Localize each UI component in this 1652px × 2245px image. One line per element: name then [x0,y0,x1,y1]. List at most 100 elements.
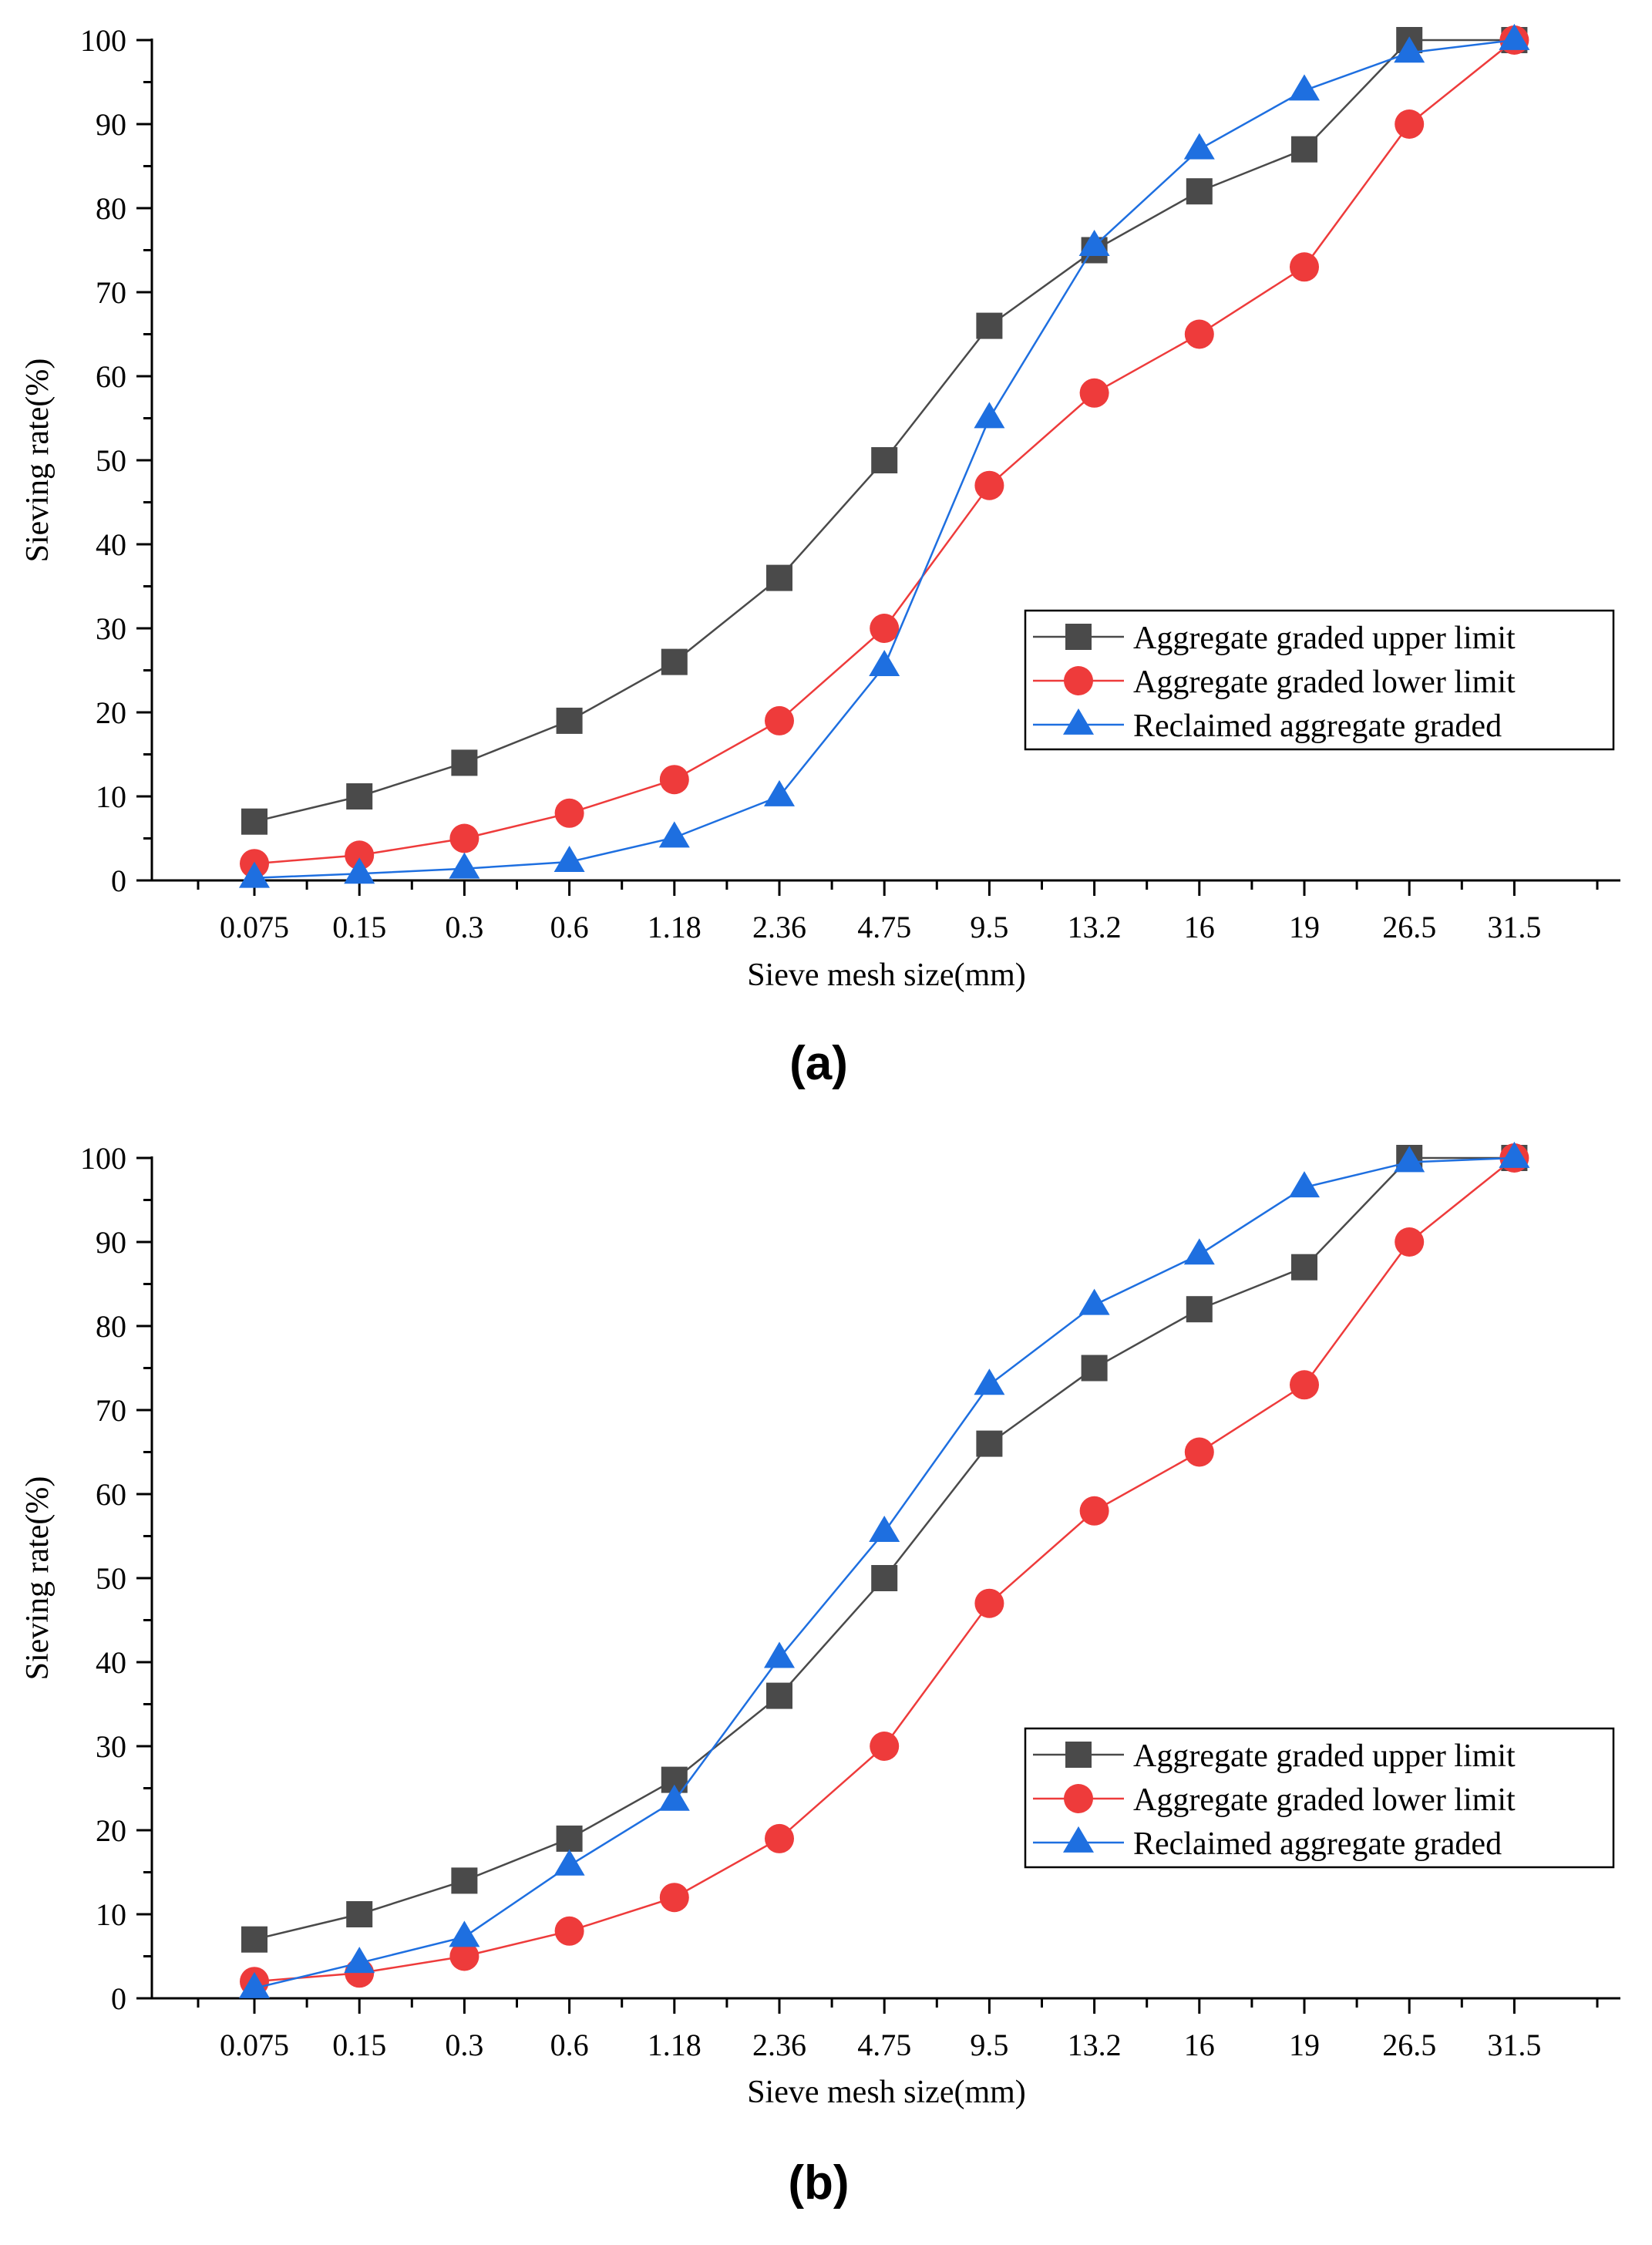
data-point [241,1926,267,1953]
data-point [765,1823,794,1853]
data-point [346,783,373,809]
y-tick-label: 0 [111,863,126,898]
x-tick-label: 26.5 [1382,910,1436,944]
data-point [239,861,270,888]
x-tick-label: 0.15 [332,2028,386,2062]
data-point [869,649,900,676]
data-point [554,798,584,828]
data-point [1395,109,1425,139]
x-tick-label: 16 [1184,910,1215,944]
data-point [1079,1496,1109,1526]
data-point [871,447,898,473]
y-tick-label: 100 [80,1141,126,1176]
x-tick-label: 16 [1184,2028,1215,2062]
y-tick-label: 20 [96,695,126,730]
y-tick-label: 10 [96,1897,126,1932]
data-point [554,1916,584,1946]
y-tick-label: 70 [96,275,126,310]
x-tick-label: 31.5 [1487,2028,1541,2062]
x-tick-label: 2.36 [752,2028,806,2062]
data-point [346,1901,373,1927]
data-point [1291,136,1317,163]
data-point [1183,133,1215,160]
data-point [974,1368,1005,1395]
y-tick-label: 50 [96,1561,126,1596]
data-point [1184,319,1214,349]
y-tick-label: 60 [96,1477,126,1512]
data-point [1291,1254,1317,1281]
x-tick-label: 2.36 [752,910,806,944]
data-point [764,779,795,806]
panel-label: (b) [788,2156,849,2210]
data-point [556,1825,583,1852]
data-point [974,1588,1004,1618]
y-tick-label: 70 [96,1393,126,1428]
x-axis-title: Sieve mesh size(mm) [747,958,1026,993]
data-point [1499,23,1530,50]
data-point [553,1849,585,1876]
legend-label: Reclaimed aggregate graded [1133,709,1502,744]
y-tick-label: 40 [96,1645,126,1680]
data-point [658,821,690,848]
y-tick-label: 20 [96,1813,126,1848]
x-tick-label: 9.5 [970,910,1008,944]
x-tick-label: 13.2 [1068,2028,1122,2062]
x-tick-label: 0.3 [445,910,483,944]
data-point [1079,378,1109,408]
data-point [1186,178,1213,205]
y-axis-title: Sieving rate(%) [20,358,56,563]
data-point [661,648,688,675]
data-point [241,808,267,835]
x-tick-label: 0.075 [220,910,289,944]
legend-entry: Aggregate graded lower limit [1033,1782,1516,1818]
data-point [1186,1296,1213,1323]
x-tick-label: 0.15 [332,910,386,944]
legend-marker [1065,624,1092,650]
x-tick-label: 0.3 [445,2028,483,2062]
y-tick-label: 100 [80,23,126,58]
y-tick-label: 30 [96,611,126,646]
x-tick-label: 1.18 [648,2028,702,2062]
y-tick-label: 10 [96,779,126,814]
y-tick-label: 0 [111,1981,126,2016]
y-tick-label: 90 [96,107,126,142]
data-point [974,402,1005,429]
data-point [1290,252,1319,282]
legend-marker [1065,1742,1092,1768]
data-point [1499,1141,1530,1168]
data-point [974,470,1004,500]
data-point [1081,1355,1108,1382]
y-tick-label: 30 [96,1729,126,1764]
legend: Aggregate graded upper limit Aggregate gr… [1024,1727,1615,1869]
x-tick-label: 0.6 [550,2028,589,2062]
x-tick-label: 13.2 [1068,910,1122,944]
y-tick-label: 60 [96,359,126,394]
data-point [659,765,689,795]
x-tick-label: 4.75 [857,2028,911,2062]
y-tick-label: 80 [96,191,126,226]
data-point [871,1565,898,1591]
legend-marker [1064,666,1093,695]
data-point [1183,1238,1215,1265]
data-point [766,1682,792,1709]
x-tick-label: 31.5 [1487,910,1541,944]
y-tick-label: 40 [96,527,126,562]
data-point [344,857,375,884]
x-tick-label: 19 [1289,910,1320,944]
series-triangle [239,1141,1530,1998]
legend-marker [1063,708,1094,735]
legend-label: Aggregate graded upper limit [1133,1738,1516,1774]
series-circle [240,25,1529,879]
data-point [1394,1146,1425,1173]
data-point [1078,229,1110,256]
legend: Aggregate graded upper limit Aggregate gr… [1024,609,1615,751]
y-tick-label: 90 [96,1225,126,1260]
data-point [449,823,479,853]
x-tick-label: 0.075 [220,2028,289,2062]
data-point [1078,1288,1110,1315]
data-point [451,749,478,776]
legend-label: Reclaimed aggregate graded [1133,1826,1502,1862]
x-axis-title: Sieve mesh size(mm) [747,2075,1026,2110]
legend-entry: Reclaimed aggregate graded [1033,1826,1502,1862]
y-tick-label: 80 [96,1309,126,1344]
